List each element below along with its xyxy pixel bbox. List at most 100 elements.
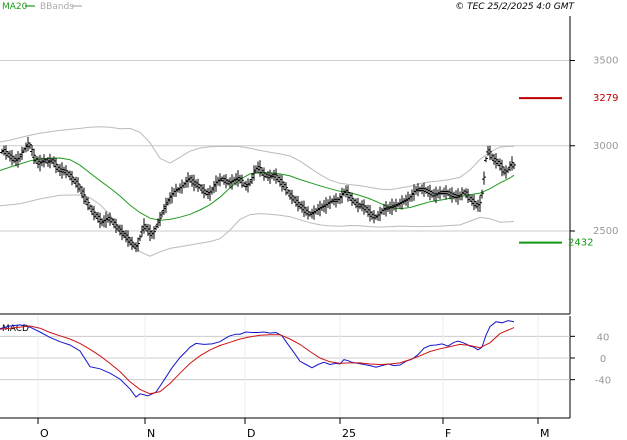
macd-title: MACD — [2, 324, 29, 334]
price-bar — [290, 189, 294, 205]
price-bar — [500, 159, 504, 177]
price-bar — [240, 174, 244, 188]
macd-tick-label: -40 — [595, 376, 611, 387]
price-bar — [54, 157, 58, 174]
price-bar — [256, 161, 260, 174]
macd-tick-label: 0 — [600, 354, 606, 365]
price-bar — [32, 148, 36, 164]
price-bar — [70, 171, 74, 186]
price-bar — [224, 174, 228, 189]
price-bar — [300, 200, 304, 213]
price-bar — [184, 176, 188, 188]
price-bar — [244, 180, 248, 191]
x-tick-label: F — [445, 427, 451, 440]
price-bar — [182, 181, 186, 189]
price-bar — [482, 171, 486, 185]
price-bar — [180, 179, 184, 194]
price-bar — [4, 145, 8, 160]
price-gridlines — [0, 60, 570, 232]
price-bar — [158, 211, 162, 227]
price-bar — [478, 195, 482, 212]
legend-item-ma20: MA20 — [2, 2, 28, 12]
chart-legend: MA20 BBands — [2, 2, 82, 12]
price-bar — [258, 160, 262, 177]
price-bar — [466, 188, 470, 203]
price-bar — [292, 195, 296, 203]
price-bar — [426, 185, 430, 197]
price-bar — [168, 192, 172, 205]
price-bar — [440, 189, 444, 196]
price-bar — [454, 190, 458, 203]
ma20-line — [0, 157, 515, 221]
x-tick-label: M — [540, 427, 550, 440]
price-bar — [194, 179, 198, 189]
price-bar — [512, 162, 516, 170]
price-bar — [346, 185, 350, 202]
price-bar — [88, 204, 92, 210]
price-bar — [136, 237, 140, 252]
price-bar — [206, 188, 210, 199]
price-bar — [510, 156, 514, 171]
price-bar — [214, 175, 218, 192]
price-bar — [350, 192, 354, 206]
price-tick-label: 3000 — [593, 141, 618, 152]
price-bar — [358, 202, 362, 210]
price-bar — [58, 163, 62, 176]
price-bar — [164, 197, 168, 214]
price-bar — [352, 198, 356, 205]
price-bar — [422, 182, 426, 197]
price-bar — [274, 168, 278, 184]
price-bar — [336, 197, 340, 204]
price-bar — [10, 150, 14, 166]
price-bar — [26, 136, 30, 152]
price-bar — [490, 153, 494, 160]
price-tick-label: 2500 — [593, 226, 618, 237]
price-bar — [98, 212, 102, 229]
price-bar — [356, 197, 360, 213]
price-bar — [222, 174, 226, 185]
price-bar — [76, 177, 80, 193]
price-bar — [192, 174, 196, 192]
price-bar — [302, 200, 306, 218]
price-bars — [0, 136, 516, 253]
price-bar — [208, 185, 212, 201]
price-bar — [484, 156, 488, 163]
price-bar — [286, 189, 290, 195]
price-bar — [410, 189, 414, 202]
price-bar — [94, 212, 98, 219]
ma20-line-path — [0, 157, 515, 221]
price-panel: 3500 3000 2500 3279 2432 — [0, 16, 618, 314]
price-bar — [202, 184, 206, 199]
price-bar — [306, 206, 310, 220]
price-bar — [480, 189, 484, 199]
price-bar — [506, 167, 510, 174]
price-bar — [108, 212, 112, 226]
price-bar — [280, 175, 284, 192]
price-bar — [460, 187, 464, 201]
bband-upper-line — [0, 126, 515, 191]
price-bar — [366, 204, 370, 217]
macd-lines — [0, 320, 515, 398]
price-bar — [130, 236, 134, 250]
signal-line — [0, 325, 515, 395]
price-bar — [120, 224, 124, 241]
price-bar — [444, 185, 448, 200]
price-bar — [334, 193, 338, 208]
price-levels: 3279 2432 — [519, 93, 618, 249]
price-bar — [502, 166, 506, 176]
price-bar — [212, 181, 216, 194]
price-bar — [196, 178, 200, 192]
macd-tick-label: 40 — [597, 332, 610, 343]
price-bar — [378, 206, 382, 222]
price-bar — [380, 207, 384, 215]
price-bar — [272, 169, 276, 181]
price-bar — [118, 224, 122, 236]
macd-line — [0, 320, 515, 398]
x-tick-label: D — [247, 427, 255, 440]
price-bar — [62, 166, 66, 176]
level-label-2432: 2432 — [568, 238, 593, 249]
x-axis: O N D 25 F M — [0, 417, 570, 440]
price-bar — [78, 184, 82, 192]
price-bar — [418, 186, 422, 193]
price-bar — [296, 196, 300, 212]
